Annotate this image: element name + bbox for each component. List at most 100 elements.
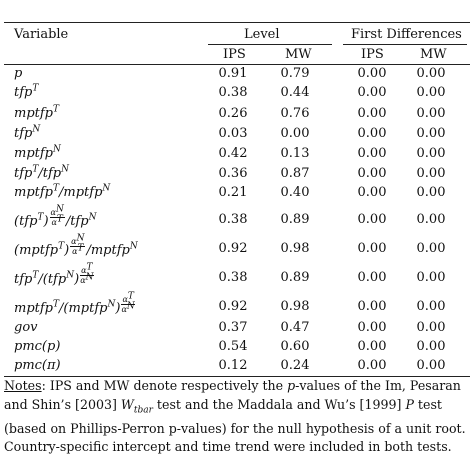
variable-name: pmc(p): [14, 339, 61, 354]
notes-line-3: (based on Phillips-Perron p-values) for …: [4, 420, 466, 436]
level-ips-value: 0.38: [218, 212, 248, 227]
header-rule: [4, 64, 470, 65]
variable-name: mptfpT/(mptfpN) αT αN: [14, 291, 135, 316]
fd-ips-value: 0.00: [357, 185, 387, 200]
fd-mw-value: 0.00: [416, 212, 446, 227]
level-ips-value: 0.38: [218, 85, 248, 100]
variable-name: tfpT/tfpN: [14, 164, 69, 181]
fd-mw-value: 0.00: [416, 185, 446, 200]
level-ips-value: 0.36: [218, 166, 248, 181]
table-row: mptfpT 0.26 0.76 0.00 0.00: [0, 103, 474, 125]
level-ips-value: 0.38: [218, 270, 248, 285]
fd-mw-value: 0.00: [416, 66, 446, 81]
level-group-rule: [208, 44, 332, 45]
variable-name: tfpT: [14, 83, 39, 100]
first-differences-header: First Differences: [351, 27, 462, 42]
level-ips-value: 0.42: [218, 146, 248, 161]
fd-mw-value: 0.00: [416, 339, 446, 354]
table-row: (tfpT) αN αT/tfpN 0.38 0.89 0.00 0.00: [0, 204, 474, 231]
level-mw-value: 0.89: [280, 270, 310, 285]
fd-ips-value: 0.00: [357, 166, 387, 181]
fd-ips-header: IPS: [361, 47, 384, 62]
fd-mw-value: 0.00: [416, 270, 446, 285]
variable-name: gov: [14, 320, 38, 335]
level-mw-header: MW: [285, 47, 312, 62]
variable-name: mptfpT/mptfpN: [14, 183, 111, 200]
level-mw-value: 0.76: [280, 106, 310, 121]
fd-ips-value: 0.00: [357, 241, 387, 256]
fd-ips-value: 0.00: [357, 146, 387, 161]
fd-ips-value: 0.00: [357, 299, 387, 314]
variable-name: mptfpT: [14, 104, 60, 121]
level-ips-header: IPS: [223, 47, 246, 62]
top-rule: [4, 22, 470, 24]
variable-name: mptfpN: [14, 144, 61, 161]
notes-line-1: Notes: IPS and MW denote respectively th…: [4, 378, 461, 393]
notes-label: Notes: [4, 378, 42, 393]
level-ips-value: 0.12: [218, 358, 248, 373]
level-mw-value: 0.24: [280, 358, 310, 373]
level-mw-value: 0.79: [280, 66, 310, 81]
variable-name: pmc(π): [14, 358, 61, 373]
variable-name: (mptfpT) αN αT/mptfpN: [14, 233, 138, 258]
fd-ips-value: 0.00: [357, 66, 387, 81]
fd-mw-value: 0.00: [416, 166, 446, 181]
level-ips-value: 0.92: [218, 299, 248, 314]
table-row: mptfpN 0.42 0.13 0.00 0.00: [0, 143, 474, 165]
level-ips-value: 0.92: [218, 241, 248, 256]
level-mw-value: 0.89: [280, 212, 310, 227]
table-row: p 0.91 0.79 0.00 0.00: [0, 63, 474, 85]
fd-mw-value: 0.00: [416, 146, 446, 161]
variable-name: p: [14, 66, 23, 81]
variable-name: tfpT/(tfpN) αT αN: [14, 262, 94, 287]
notes-line-2: and Shin’s [2003] Wtbar test and the Mad…: [4, 396, 442, 416]
table-row: mptfpT/mptfpN 0.21 0.40 0.00 0.00: [0, 182, 474, 204]
table-row: tfpT/(tfpN) αT αN 0.38 0.89 0.00 0.00: [0, 262, 474, 289]
fd-mw-value: 0.00: [416, 299, 446, 314]
level-mw-value: 0.98: [280, 299, 310, 314]
table-row: tfpN 0.03 0.00 0.00 0.00: [0, 123, 474, 145]
table-row: (mptfpT) αN αT/mptfpN 0.92 0.98 0.00 0.00: [0, 233, 474, 260]
fd-ips-value: 0.00: [357, 85, 387, 100]
table-row: tfpT/tfpN 0.36 0.87 0.00 0.00: [0, 163, 474, 185]
level-ips-value: 0.91: [218, 66, 248, 81]
level-mw-value: 0.44: [280, 85, 310, 100]
fd-ips-value: 0.00: [357, 212, 387, 227]
level-ips-value: 0.21: [218, 185, 248, 200]
level-mw-value: 0.00: [280, 126, 310, 141]
level-mw-value: 0.87: [280, 166, 310, 181]
table-row: pmc(p) 0.54 0.60 0.00 0.00: [0, 336, 474, 358]
level-ips-value: 0.54: [218, 339, 248, 354]
fd-ips-value: 0.00: [357, 106, 387, 121]
notes-line-4: Country-specific intercept and time tren…: [4, 439, 452, 455]
level-mw-value: 0.47: [280, 320, 310, 335]
fd-mw-value: 0.00: [416, 358, 446, 373]
table-row: pmc(π) 0.12 0.24 0.00 0.00: [0, 355, 474, 377]
bottom-rule: [4, 376, 470, 378]
level-ips-value: 0.03: [218, 126, 248, 141]
level-header: Level: [244, 27, 280, 42]
fd-mw-header: MW: [420, 47, 447, 62]
level-ips-value: 0.37: [218, 320, 248, 335]
fd-mw-value: 0.00: [416, 320, 446, 335]
level-ips-value: 0.26: [218, 106, 248, 121]
level-mw-value: 0.13: [280, 146, 310, 161]
fd-mw-value: 0.00: [416, 126, 446, 141]
fd-ips-value: 0.00: [357, 320, 387, 335]
variable-name: (tfpT) αN αT/tfpN: [14, 204, 97, 229]
variable-header: Variable: [14, 27, 69, 42]
fd-mw-value: 0.00: [416, 241, 446, 256]
fd-mw-value: 0.00: [416, 85, 446, 100]
fd-ips-value: 0.00: [357, 126, 387, 141]
fd-mw-value: 0.00: [416, 106, 446, 121]
fd-ips-value: 0.00: [357, 339, 387, 354]
table-notes: Notes: IPS and MW denote respectively th…: [4, 377, 472, 457]
fd-ips-value: 0.00: [357, 270, 387, 285]
table-row: mptfpT/(mptfpN) αT αN 0.92 0.98 0.00 0.00: [0, 291, 474, 318]
level-mw-value: 0.98: [280, 241, 310, 256]
level-mw-value: 0.60: [280, 339, 310, 354]
table-row: gov 0.37 0.47 0.00 0.00: [0, 317, 474, 339]
table-row: tfpT 0.38 0.44 0.00 0.00: [0, 82, 474, 104]
fd-ips-value: 0.00: [357, 358, 387, 373]
